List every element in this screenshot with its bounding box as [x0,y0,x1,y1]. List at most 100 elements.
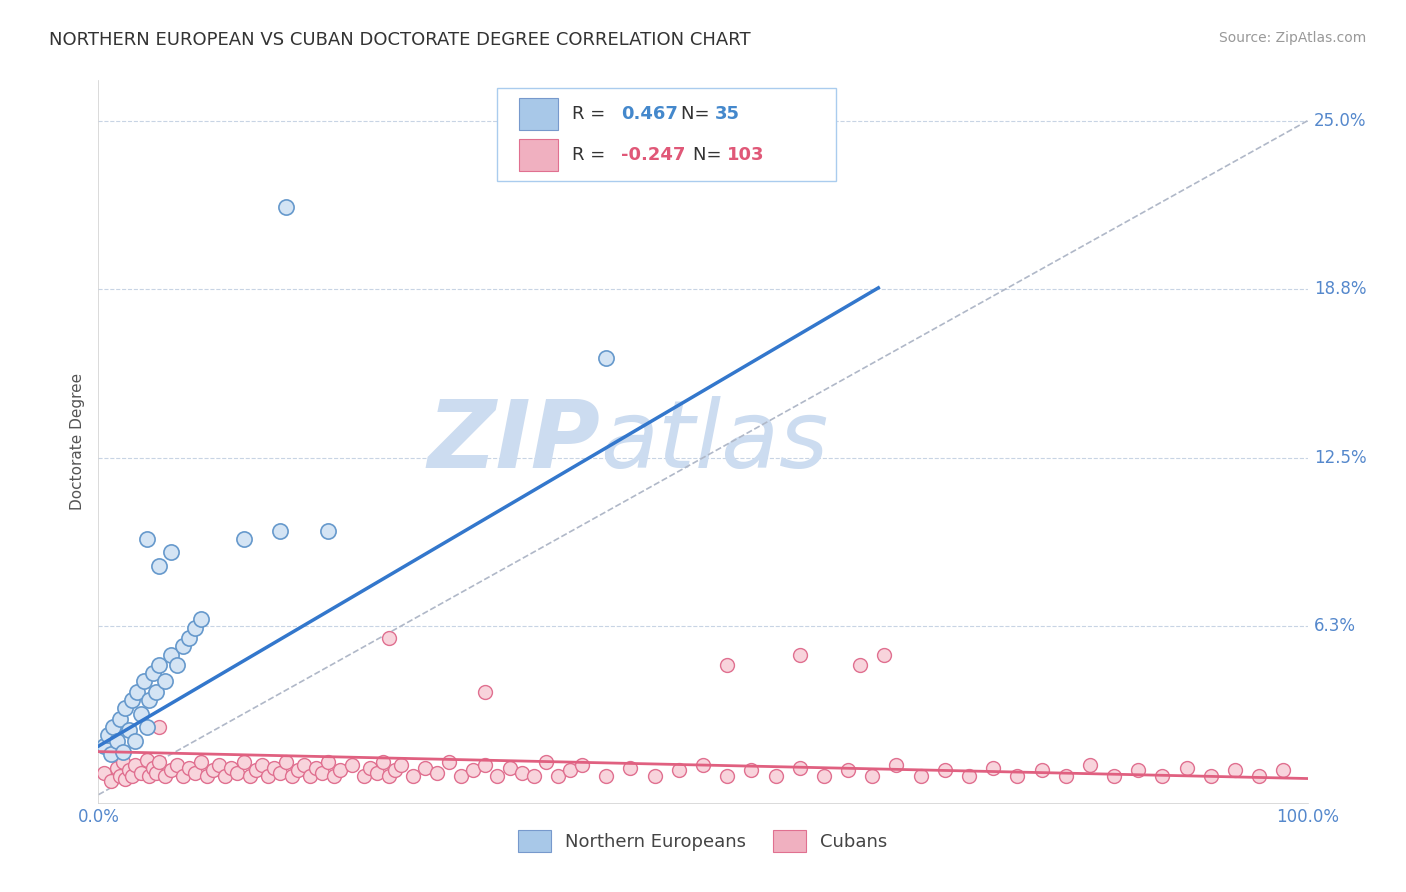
Point [101,720,124,734]
Point [250,758,273,772]
Text: R =: R = [572,146,612,164]
Point [498,761,520,775]
Point [860,769,883,783]
Point [114,701,136,715]
Y-axis label: Doctorate Degree: Doctorate Degree [70,373,86,510]
Point [323,769,346,783]
Point [384,764,406,778]
Point [118,723,141,737]
Point [281,769,304,783]
Point [145,685,167,699]
Point [353,769,375,783]
Point [486,769,509,783]
Point [287,764,309,778]
Point [619,761,641,775]
Point [153,674,176,689]
Text: 6.3%: 6.3% [1313,617,1355,635]
Point [316,756,339,770]
Point [245,764,267,778]
Point [1223,764,1246,778]
Point [377,632,399,646]
Text: 35: 35 [716,104,740,123]
Point [232,532,254,546]
Point [377,769,399,783]
Point [740,764,762,778]
Point [172,769,194,783]
Point [145,766,167,780]
Point [160,545,183,559]
Text: R =: R = [572,104,612,123]
Point [510,766,533,780]
Point [184,621,207,635]
Point [239,769,262,783]
Point [135,753,157,767]
Point [1128,764,1150,778]
Point [934,764,956,778]
Point [263,761,285,775]
Point [789,648,811,662]
Point [190,612,212,626]
Point [166,658,188,673]
Point [172,640,194,654]
Point [849,658,872,673]
Text: 103: 103 [727,146,765,164]
Text: Source: ZipAtlas.com: Source: ZipAtlas.com [1219,31,1367,45]
Point [981,761,1004,775]
Point [595,769,617,783]
Text: N=: N= [693,146,727,164]
Point [138,693,160,707]
Text: 12.5%: 12.5% [1313,449,1367,467]
Point [305,761,328,775]
Point [127,685,149,699]
Point [232,756,254,770]
Point [474,685,496,699]
Point [1007,769,1029,783]
Legend: Northern Europeans, Cubans: Northern Europeans, Cubans [512,822,894,859]
Point [523,769,546,783]
Text: ZIP: ZIP [427,395,600,488]
Point [1272,764,1295,778]
Point [135,532,157,546]
Point [886,758,908,772]
Point [1175,761,1198,775]
Point [474,758,496,772]
Point [160,764,183,778]
Point [292,758,315,772]
Point [668,764,690,778]
Point [97,728,120,742]
Point [256,769,278,783]
FancyBboxPatch shape [498,87,837,181]
Point [389,758,412,772]
Point [269,766,291,780]
Point [1249,769,1271,783]
Point [716,658,738,673]
Point [105,761,128,775]
Point [148,720,170,734]
Point [342,758,364,772]
Point [129,766,152,780]
Point [179,632,201,646]
Point [166,758,188,772]
FancyBboxPatch shape [519,97,558,130]
Point [93,739,115,754]
Point [1199,769,1222,783]
Point [413,761,436,775]
Point [463,764,485,778]
Point [1102,769,1125,783]
Point [148,756,170,770]
Point [108,769,131,783]
Point [202,764,225,778]
Point [190,756,212,770]
Point [716,769,738,783]
Point [765,769,787,783]
Point [402,769,425,783]
Point [111,756,134,770]
Point [274,200,297,214]
Point [269,524,291,538]
Point [311,766,333,780]
Point [316,524,339,538]
Point [837,764,859,778]
Point [114,772,136,786]
Point [426,766,449,780]
Point [873,648,896,662]
